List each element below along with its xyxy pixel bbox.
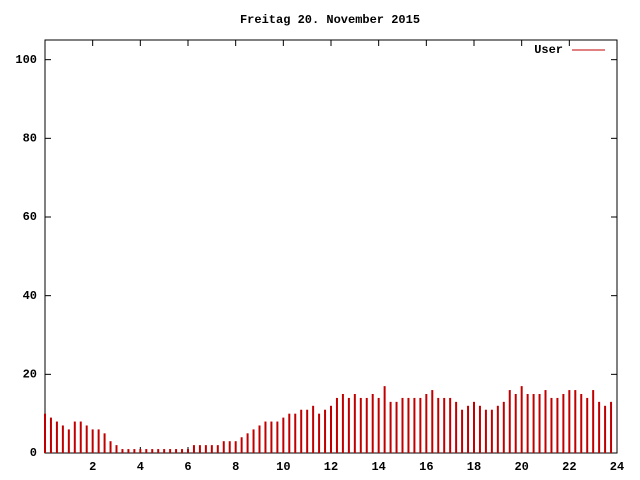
x-tick-label: 12 bbox=[324, 460, 338, 474]
y-tick-label: 80 bbox=[23, 132, 37, 146]
x-tick-label: 16 bbox=[419, 460, 433, 474]
y-tick-label: 20 bbox=[23, 368, 37, 382]
x-tick-label: 22 bbox=[562, 460, 576, 474]
x-tick-label: 10 bbox=[276, 460, 290, 474]
y-tick-label: 100 bbox=[15, 53, 37, 67]
chart-title: Freitag 20. November 2015 bbox=[240, 13, 420, 27]
x-tick-label: 24 bbox=[610, 460, 624, 474]
y-tick-label: 0 bbox=[30, 446, 37, 460]
y-tick-label: 60 bbox=[23, 210, 37, 224]
x-tick-label: 20 bbox=[514, 460, 528, 474]
x-tick-label: 8 bbox=[232, 460, 239, 474]
x-tick-label: 14 bbox=[371, 460, 385, 474]
x-tick-label: 4 bbox=[137, 460, 144, 474]
plot-frame bbox=[44, 39, 618, 454]
legend-label: User bbox=[534, 43, 563, 57]
x-tick-label: 6 bbox=[184, 460, 191, 474]
x-tick-label: 18 bbox=[467, 460, 481, 474]
x-tick-label: 2 bbox=[89, 460, 96, 474]
y-tick-label: 40 bbox=[23, 289, 37, 303]
